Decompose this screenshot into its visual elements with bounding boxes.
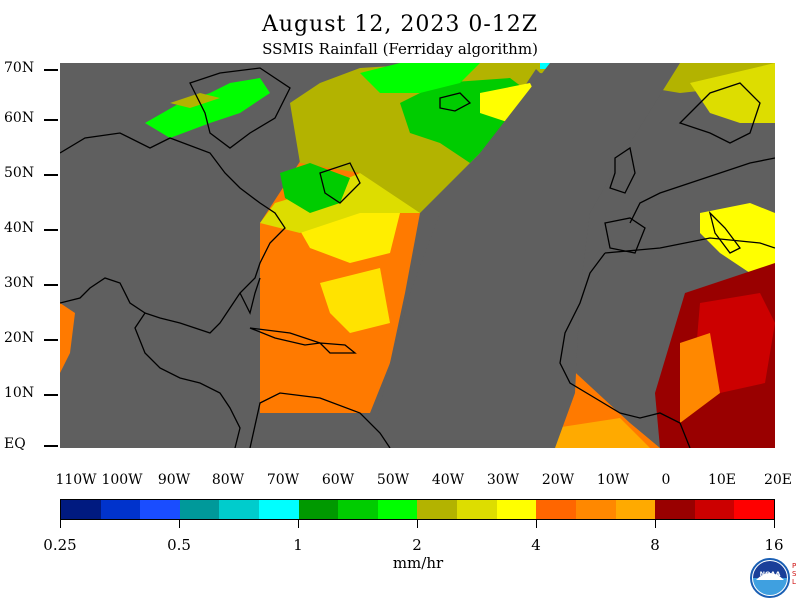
lon-label-20e: 20E xyxy=(763,472,793,488)
rainfall-map-svg xyxy=(60,63,775,448)
coast-europe xyxy=(629,157,775,224)
coast-gulf xyxy=(60,277,146,314)
colorbar-label-0-25: 0.25 xyxy=(43,536,77,554)
lat-label-eq: EQ xyxy=(4,436,26,452)
rain-area-greenland xyxy=(145,78,270,138)
rain-area-newfoundland xyxy=(280,163,350,213)
lon-label-30w: 30W xyxy=(486,472,520,488)
coast-italy xyxy=(708,210,741,254)
lon-label-0: 0 xyxy=(661,472,671,488)
coast-africa xyxy=(559,237,775,448)
rain-area-sahel-orange xyxy=(680,333,720,423)
lon-label-110w: 110W xyxy=(55,472,97,488)
colorbar-swatch xyxy=(377,500,418,519)
map-title: August 12, 2023 0-12Z xyxy=(261,12,539,37)
lat-tick xyxy=(44,445,58,447)
coastlines xyxy=(60,67,775,448)
lon-label-50w: 50W xyxy=(376,472,410,488)
coast-britain xyxy=(609,146,636,194)
map-subtitle: SSMIS Rainfall (Ferriday algorithm) xyxy=(262,40,538,58)
colorbar-label-16: 16 xyxy=(764,536,784,554)
colorbar-label-4: 4 xyxy=(531,536,541,554)
lat-tick xyxy=(44,174,58,176)
lat-label-50n: 50N xyxy=(4,165,35,181)
colorbar-label-1: 1 xyxy=(293,536,303,554)
rain-area-guinea-yellow xyxy=(555,418,650,448)
coast-scandinavia xyxy=(678,82,761,144)
colorbar-swatch xyxy=(457,500,497,519)
lon-label-10w: 10W xyxy=(596,472,630,488)
colorbar-tick xyxy=(298,520,299,528)
rain-area-greenland-olive xyxy=(170,93,220,108)
coast-greenland xyxy=(189,67,291,149)
colorbar-tick xyxy=(655,520,656,528)
coast-north-america xyxy=(60,132,286,448)
colorbar-swatch xyxy=(417,500,458,519)
colorbar-swatch xyxy=(259,500,299,519)
rain-area-europe xyxy=(690,63,775,123)
swath-gap xyxy=(370,63,680,448)
rainfall-map xyxy=(60,63,775,448)
colorbar-swatch xyxy=(140,500,180,519)
colorbar-swatch xyxy=(496,500,537,519)
noaa-logo-icon: NOAA xyxy=(750,558,790,598)
coast-iceland xyxy=(439,92,472,112)
lat-label-10n: 10N xyxy=(4,385,35,401)
colorbar-tick xyxy=(179,520,180,528)
lat-label-20n: 20N xyxy=(4,330,35,346)
colorbar-swatch xyxy=(734,500,774,519)
colorbar-swatch xyxy=(219,500,260,519)
lon-label-80w: 80W xyxy=(211,472,245,488)
svg-text:NOAA: NOAA xyxy=(760,570,781,578)
colorbar-swatch xyxy=(61,500,101,519)
lat-label-30n: 30N xyxy=(4,275,35,291)
lat-tick xyxy=(44,229,58,231)
lat-label-40n: 40N xyxy=(4,220,35,236)
colorbar-swatch xyxy=(536,500,576,519)
lon-label-20w: 20W xyxy=(541,472,575,488)
colorbar-swatch xyxy=(338,500,378,519)
colorbar-swatch xyxy=(575,500,616,519)
colorbar-tick xyxy=(536,520,537,528)
colorbar-label-2: 2 xyxy=(412,536,422,554)
lat-tick xyxy=(44,119,58,121)
colorbar-tick xyxy=(60,520,61,528)
lat-tick xyxy=(44,394,58,396)
lon-label-60w: 60W xyxy=(321,472,355,488)
rain-area-moderate-2 xyxy=(320,268,390,333)
coast-hispaniola xyxy=(318,342,357,354)
rain-area-green-light xyxy=(360,63,480,93)
colorbar-tick xyxy=(417,520,418,528)
lon-label-40w: 40W xyxy=(431,472,465,488)
lat-tick xyxy=(44,69,58,71)
colorbar-label-8: 8 xyxy=(650,536,660,554)
lat-label-60n: 60N xyxy=(4,110,35,126)
lat-label-70n: 70N xyxy=(4,60,35,76)
colorbar xyxy=(60,499,775,520)
lon-label-10e: 10E xyxy=(707,472,737,488)
colorbar-swatch xyxy=(655,500,695,519)
lon-label-70w: 70W xyxy=(266,472,300,488)
colorbar-swatch xyxy=(615,500,656,519)
colorbar-units: mm/hr xyxy=(392,554,444,572)
lon-label-100w: 100W xyxy=(101,472,143,488)
coast-south-america xyxy=(249,392,391,448)
coast-iberia xyxy=(604,217,646,254)
coast-newfoundland xyxy=(319,162,361,204)
lat-tick xyxy=(44,284,58,286)
rain-area-pacific xyxy=(60,303,75,373)
coast-florida xyxy=(239,277,261,315)
lat-tick xyxy=(44,339,58,341)
coast-cuba xyxy=(249,327,321,346)
colorbar-swatch xyxy=(694,500,735,519)
colorbar-swatch xyxy=(179,500,220,519)
lon-label-90w: 90W xyxy=(157,472,191,488)
colorbar-tick xyxy=(774,520,775,528)
colorbar-label-0-5: 0.5 xyxy=(167,536,191,554)
colorbar-swatch xyxy=(100,500,141,519)
colorbar-swatch xyxy=(298,500,339,519)
